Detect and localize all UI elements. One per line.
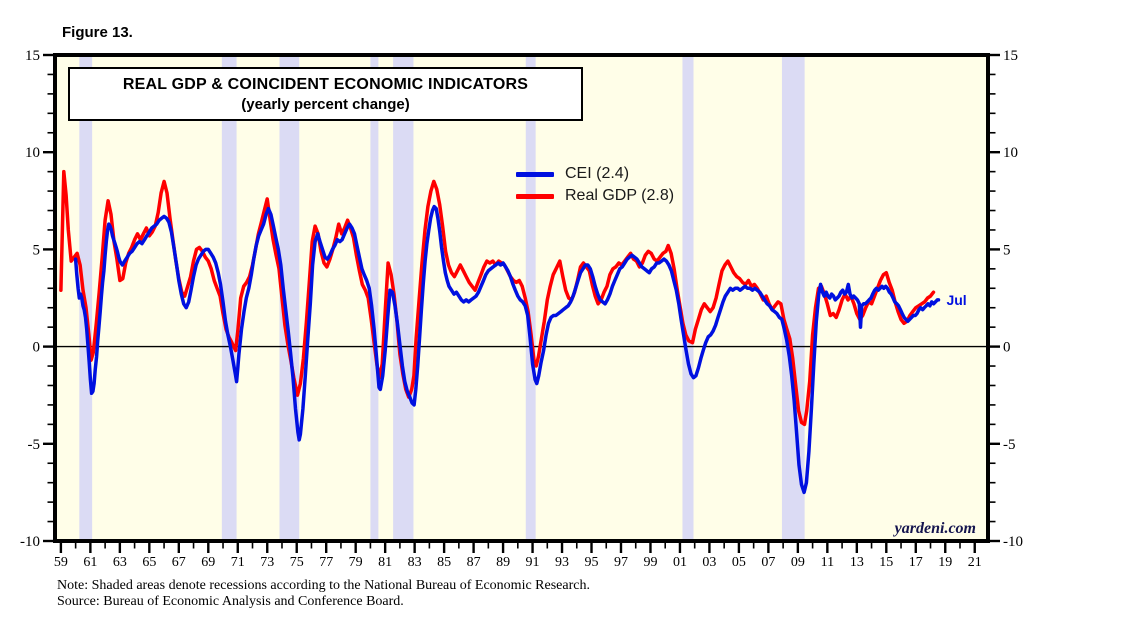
x-axis-label: 17: [909, 555, 923, 570]
y-axis-label-left: 10: [25, 145, 40, 161]
y-axis-label-right: 5: [1003, 242, 1011, 258]
recession-band: [279, 57, 300, 539]
x-axis-label: 79: [349, 555, 363, 570]
x-axis-label: 73: [260, 555, 274, 570]
x-axis-label: 59: [54, 555, 68, 570]
x-axis-label: 89: [496, 555, 510, 570]
x-axis-label: 01: [673, 555, 687, 570]
chart-title-box: REAL GDP & COINCIDENT ECONOMIC INDICATOR…: [68, 67, 583, 121]
legend-item-cei: CEI (2.4): [516, 163, 674, 185]
x-axis-label: 11: [821, 555, 834, 570]
figure-label: Figure 13.: [62, 24, 133, 41]
legend-item-gdp: Real GDP (2.8): [516, 185, 674, 207]
x-axis-label: 13: [850, 555, 864, 570]
note-line: Note: Shaded areas denote recessions acc…: [57, 578, 590, 593]
x-axis-label: 97: [614, 555, 628, 570]
gdp-line-swatch: [516, 193, 554, 199]
x-axis-label: 65: [142, 555, 156, 570]
x-axis-label: 21: [968, 555, 982, 570]
footnotes: Note: Shaded areas denote recessions acc…: [57, 578, 590, 610]
x-axis-label: 07: [761, 555, 775, 570]
recession-band: [221, 57, 237, 539]
legend-label-cei: CEI (2.4): [565, 165, 630, 182]
chart-title: REAL GDP & COINCIDENT ECONOMIC INDICATOR…: [122, 76, 529, 93]
x-axis-label: 19: [938, 555, 952, 570]
x-axis-label: 83: [408, 555, 422, 570]
y-axis-label-left: 15: [25, 48, 40, 64]
recession-band: [525, 57, 536, 539]
x-axis-label: 71: [231, 555, 245, 570]
recession-bands: [79, 57, 805, 539]
cei-line-swatch: [516, 171, 554, 177]
x-axis-label: 09: [791, 555, 805, 570]
x-axis-label: 03: [702, 555, 716, 570]
x-axis-label: 75: [290, 555, 304, 570]
y-axis-label-right: -5: [1003, 437, 1016, 453]
y-axis-label-left: 0: [33, 340, 41, 356]
recession-band: [682, 57, 694, 539]
y-axis-label-left: 5: [33, 242, 41, 258]
x-axis-label: 77: [319, 555, 333, 570]
x-axis-label: 91: [526, 555, 540, 570]
y-axis-label-right: 15: [1003, 48, 1018, 64]
watermark: yardeni.com: [893, 520, 976, 537]
x-axis-label: 95: [585, 555, 599, 570]
y-axis-label-left: -10: [20, 534, 40, 550]
x-axis-label: 93: [555, 555, 569, 570]
x-axis-label: 05: [732, 555, 746, 570]
last-point-label: Jul: [946, 292, 966, 308]
y-axis-label-right: -10: [1003, 534, 1023, 550]
x-axis-labels: 59 61 63 65 67 69 71 73 75 77 79 81 83 85 87 89 91 93 95 97…: [54, 555, 982, 570]
y-axis-labels: 15 15 10 10 5 5 0 0 -5 -5 -10 -10: [20, 48, 1023, 550]
y-axis-label-left: -5: [28, 437, 41, 453]
legend-label-gdp: Real GDP (2.8): [565, 187, 675, 204]
chart-subtitle: (yearly percent change): [241, 96, 410, 113]
y-axis-label-right: 10: [1003, 145, 1018, 161]
x-axis-label: 87: [467, 555, 481, 570]
x-axis-label: 63: [113, 555, 127, 570]
x-axis-label: 61: [83, 555, 97, 570]
recession-band: [393, 57, 414, 539]
x-axis-label: 69: [201, 555, 215, 570]
x-axis-label: 99: [643, 555, 657, 570]
recession-band: [370, 57, 379, 539]
x-axis-ticks: [59, 543, 976, 553]
recession-band: [781, 57, 805, 539]
x-axis-label: 67: [172, 555, 186, 570]
y-axis-label-right: 0: [1003, 340, 1011, 356]
cei-line: [73, 204, 941, 495]
source-line: Source: Bureau of Economic Analysis and …: [57, 594, 404, 609]
chart-frame: [53, 53, 990, 543]
x-axis-label: 85: [437, 555, 451, 570]
x-axis-label: 81: [378, 555, 392, 570]
y-axis-ticks: [43, 53, 1000, 543]
legend: CEI (2.4) Real GDP (2.8): [516, 163, 674, 207]
x-axis-label: 15: [879, 555, 893, 570]
